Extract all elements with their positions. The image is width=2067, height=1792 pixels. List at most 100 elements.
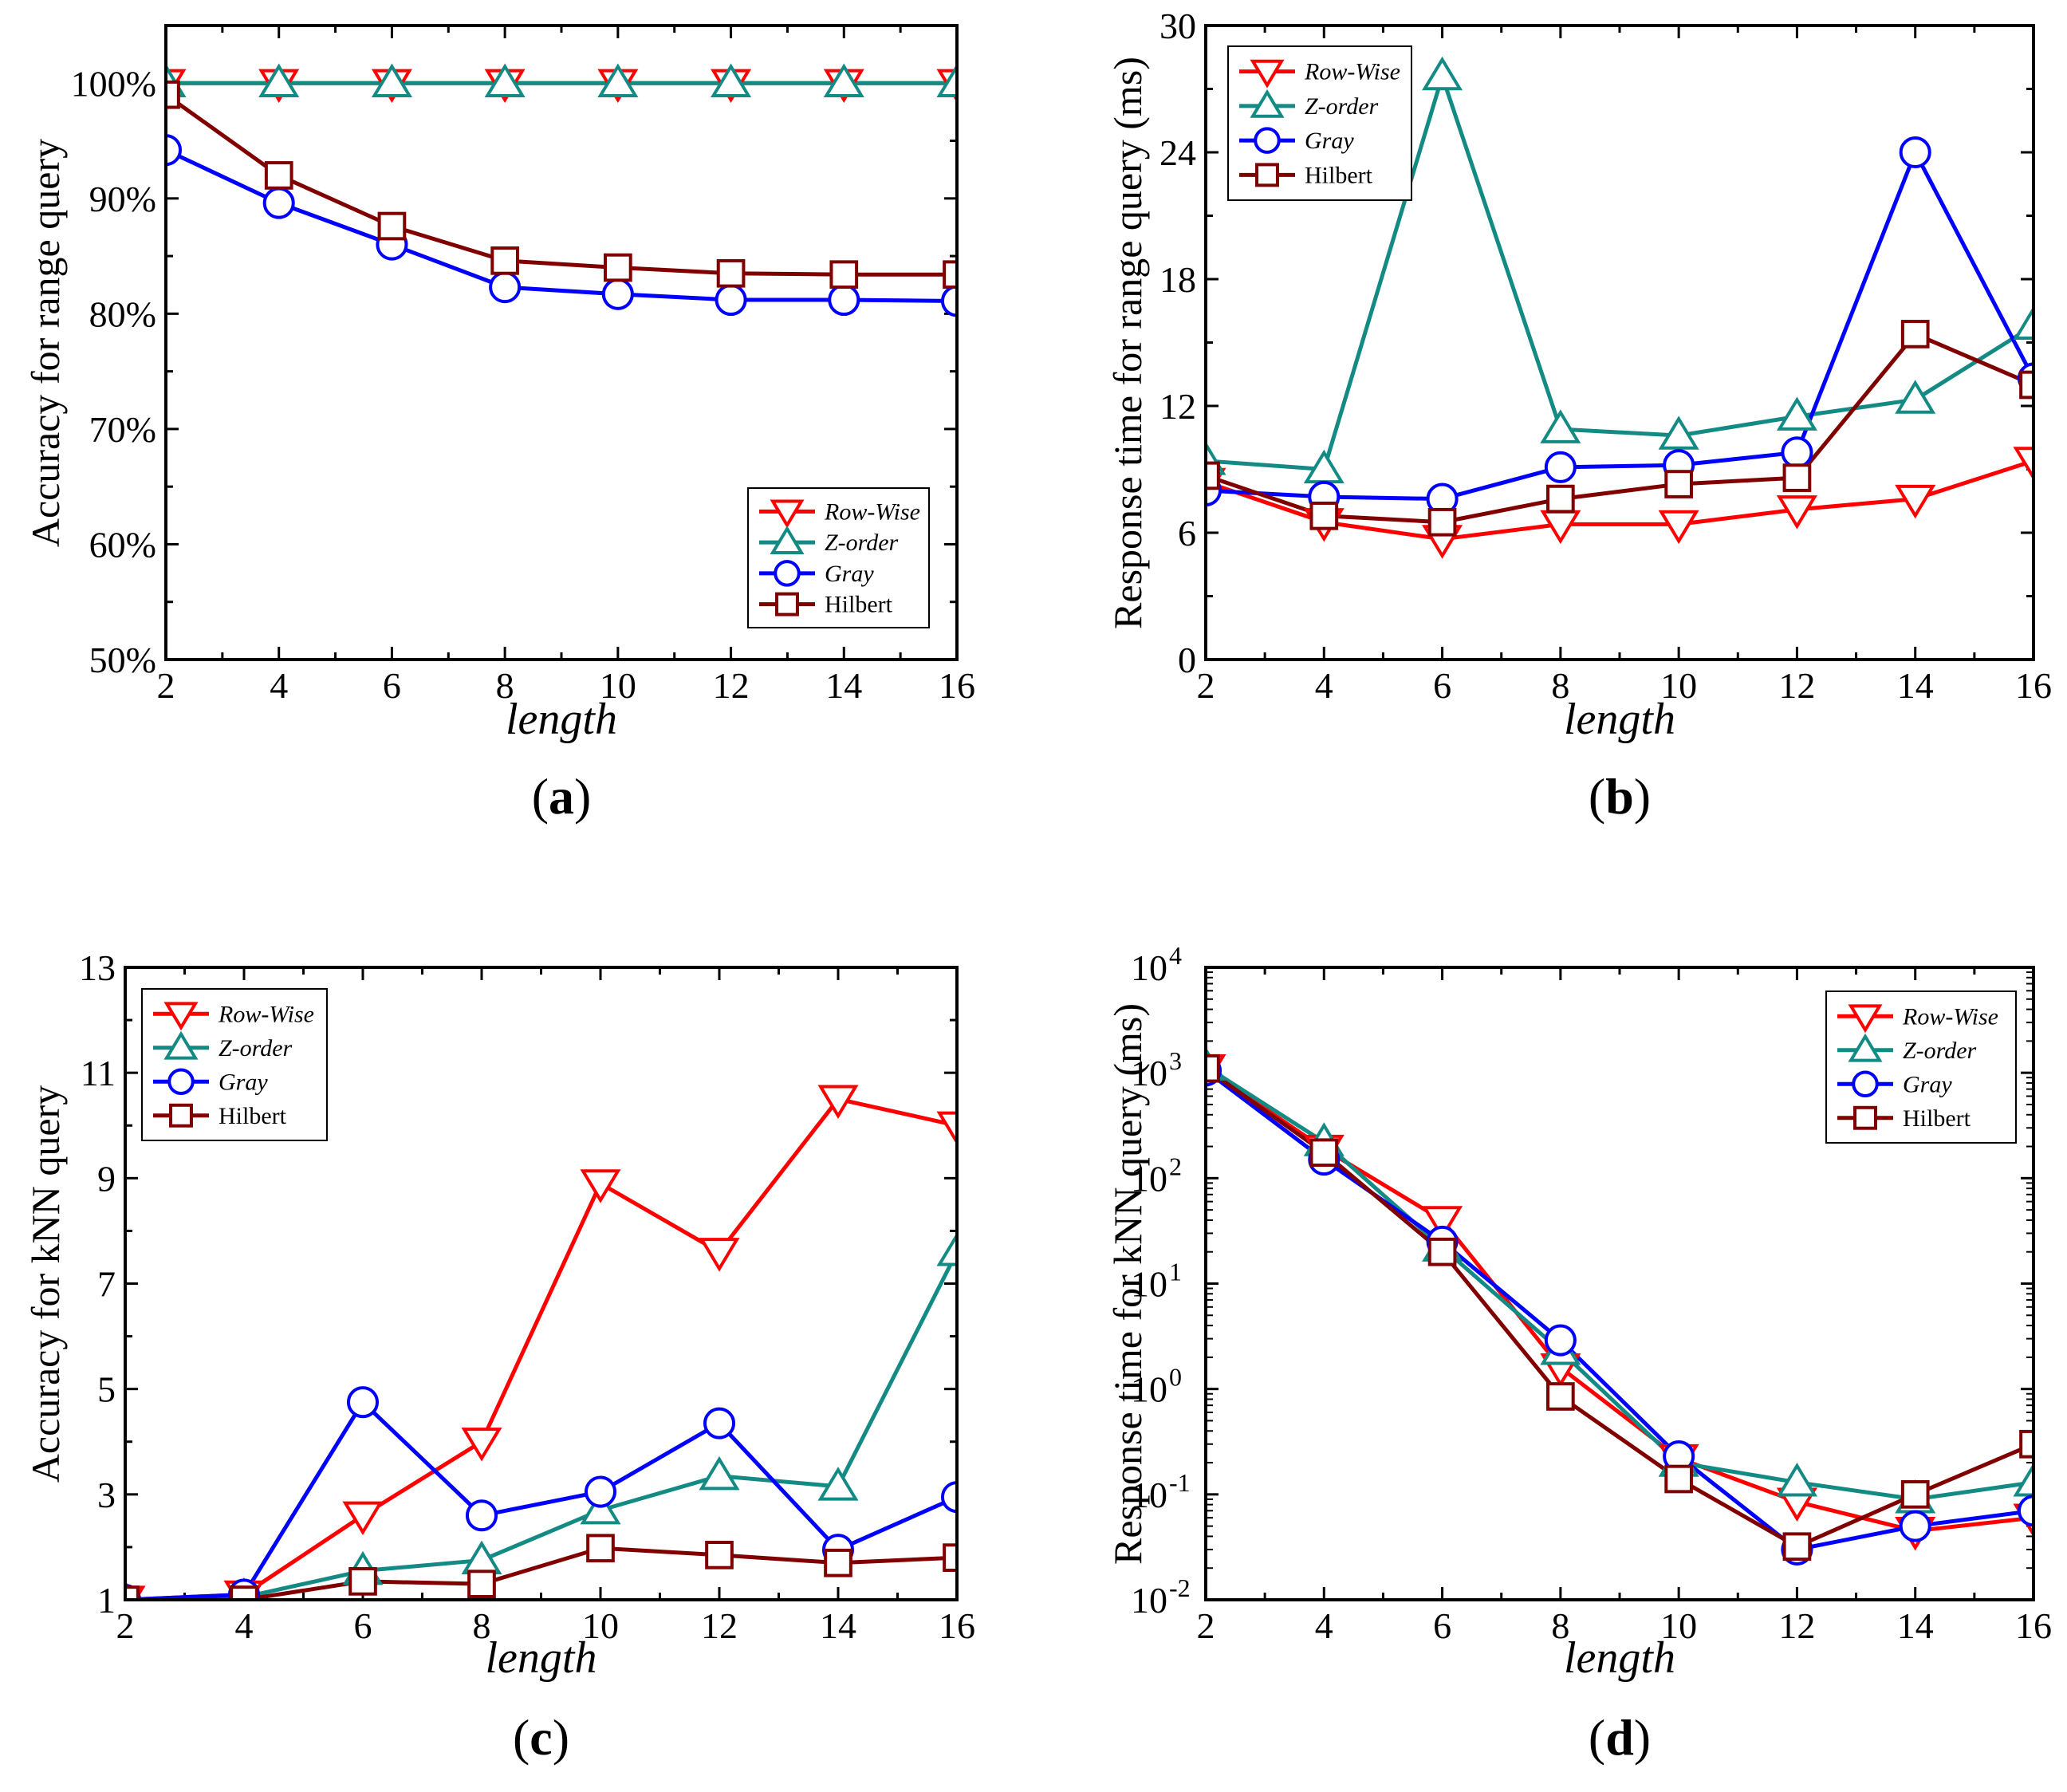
series-line-row-wise: [1206, 459, 2034, 542]
x-axis-label: length: [1564, 695, 1675, 744]
x-tick-label: 2: [1197, 1605, 1215, 1646]
x-axis-label: length: [486, 1633, 597, 1683]
legend-marker-z-order: [770, 526, 805, 554]
panel-label: (c): [513, 1709, 569, 1766]
series-line-hilbert: [166, 93, 957, 277]
legend: Row-Wise Z-order Gray Hilbert: [747, 487, 930, 628]
data-point-hilbert: [1782, 463, 1812, 492]
y-tick-label: 10: [1131, 1053, 1167, 1093]
panel-label-letter: a: [549, 768, 574, 825]
x-tick-label: 2: [116, 1605, 135, 1646]
y-tick-exponent: 0: [1169, 1363, 1182, 1392]
legend-marker-z-order: [1848, 1033, 1883, 1062]
y-tick-label: 12: [1159, 386, 1196, 427]
legend-label-hilbert: Hilbert: [219, 1103, 287, 1129]
legend: Row-Wise Z-order Gray Hilbert: [1825, 991, 2017, 1144]
y-axis-label: Response time for range query (ms): [1105, 57, 1150, 629]
data-point-row-wise: [342, 1501, 384, 1536]
legend-label-row-wise: Row-Wise: [1902, 1003, 1998, 1030]
data-point-gray: [1899, 136, 1931, 169]
y-tick-label: 10: [1131, 1158, 1167, 1199]
legend-marker-hilbert: [1853, 1105, 1877, 1130]
y-tick-exponent: 4: [1169, 941, 1182, 970]
data-point-gray: [465, 1499, 498, 1532]
y-tick-label: 10: [1131, 947, 1167, 988]
y-axis-label: Accuracy for kNN query: [23, 1085, 68, 1483]
y-tick-label: 1: [97, 1580, 116, 1621]
panel-label-close: ): [1634, 768, 1651, 825]
y-tick-label: 5: [97, 1369, 116, 1410]
x-tick-label: 16: [2015, 665, 2052, 706]
legend-label-z-order: Z-order: [1305, 93, 1379, 120]
series-line-gray: [125, 1400, 957, 1600]
legend-marker-z-order: [163, 1030, 199, 1060]
data-point-z-order: [1776, 1462, 1817, 1497]
data-point-hilbert: [264, 161, 293, 190]
y-tick-exponent: -2: [1169, 1573, 1191, 1602]
y-tick-label: 7: [97, 1264, 116, 1305]
y-tick-exponent: 3: [1169, 1046, 1182, 1075]
legend-marker-row-wise: [163, 1002, 199, 1031]
legend-label-gray: Gray: [219, 1069, 268, 1095]
y-tick-exponent: 1: [1169, 1258, 1182, 1286]
chart-panel-c: 2 4 6 8 10 12 14 16135791113Row-WiseZ-orderGray…: [23, 947, 975, 1766]
x-axis-label: length: [1564, 1633, 1675, 1683]
x-tick-label: 2: [1197, 665, 1215, 706]
x-tick-label: 14: [1897, 1605, 1934, 1646]
y-tick-label: 13: [79, 947, 116, 988]
y-tick-label: 90%: [89, 179, 156, 219]
data-point-z-order: [484, 63, 526, 97]
x-tick-label: 16: [939, 665, 975, 706]
x-tick-label: 6: [383, 665, 401, 706]
x-tick-label: 10: [1660, 665, 1697, 706]
x-tick-label: 4: [270, 665, 288, 706]
y-tick-label: 80%: [89, 293, 156, 334]
data-point-z-order: [461, 1540, 502, 1575]
legend-marker-hilbert: [775, 592, 799, 616]
series-line-hilbert: [125, 1546, 957, 1600]
series-line-hilbert: [1206, 1066, 2034, 1549]
data-point-z-order: [1540, 409, 1581, 443]
y-tick-label: 9: [97, 1158, 116, 1199]
y-axis-label: Accuracy for range query: [23, 139, 68, 547]
data-point-row-wise: [580, 1169, 621, 1203]
legend-marker-row-wise: [770, 499, 805, 529]
data-point-z-order: [936, 63, 957, 97]
legend-label-z-order: Z-order: [1903, 1038, 1977, 1064]
y-tick-label: 3: [97, 1475, 116, 1515]
x-tick-label: 6: [1433, 665, 1451, 706]
data-point-z-order: [258, 63, 300, 97]
data-point-gray: [1544, 451, 1577, 483]
data-point-z-order: [1895, 380, 1936, 414]
plot-area: [125, 1085, 957, 1600]
plot-area: [166, 63, 957, 317]
data-point-row-wise: [1776, 495, 1817, 530]
panel-label-letter: b: [1605, 768, 1634, 825]
data-point-z-order: [1658, 416, 1699, 450]
data-point-gray: [1899, 1510, 1931, 1542]
x-tick-label: 10: [1660, 1605, 1697, 1646]
data-point-row-wise: [461, 1428, 502, 1462]
data-point-z-order: [597, 63, 639, 97]
plot-frame: [1204, 966, 2035, 1601]
data-point-hilbert: [1546, 484, 1575, 514]
x-axis-label: length: [506, 695, 617, 744]
y-tick-label: 0: [1178, 640, 1196, 680]
x-tick-label: 12: [1778, 665, 1815, 706]
y-tick-label: 100%: [71, 63, 156, 104]
legend-marker-gray: [1254, 127, 1281, 154]
data-point-hilbert: [348, 1567, 377, 1596]
data-point-hilbert: [467, 1569, 496, 1599]
data-point-gray: [703, 1407, 736, 1440]
panel-label-open: (: [1589, 1709, 1605, 1766]
y-tick-label: 10: [1131, 1580, 1167, 1621]
legend-marker-hilbert: [169, 1103, 193, 1128]
y-tick-label: 10: [1131, 1475, 1167, 1515]
x-tick-label: 8: [496, 665, 514, 706]
legend-label-row-wise: Row-Wise: [218, 1001, 314, 1027]
y-tick-label: 50%: [89, 640, 156, 680]
data-point-z-order: [1776, 396, 1817, 431]
data-point-hilbert: [1309, 1138, 1339, 1168]
legend-marker-gray: [1852, 1070, 1879, 1098]
series-line-row-wise: [125, 1097, 957, 1600]
